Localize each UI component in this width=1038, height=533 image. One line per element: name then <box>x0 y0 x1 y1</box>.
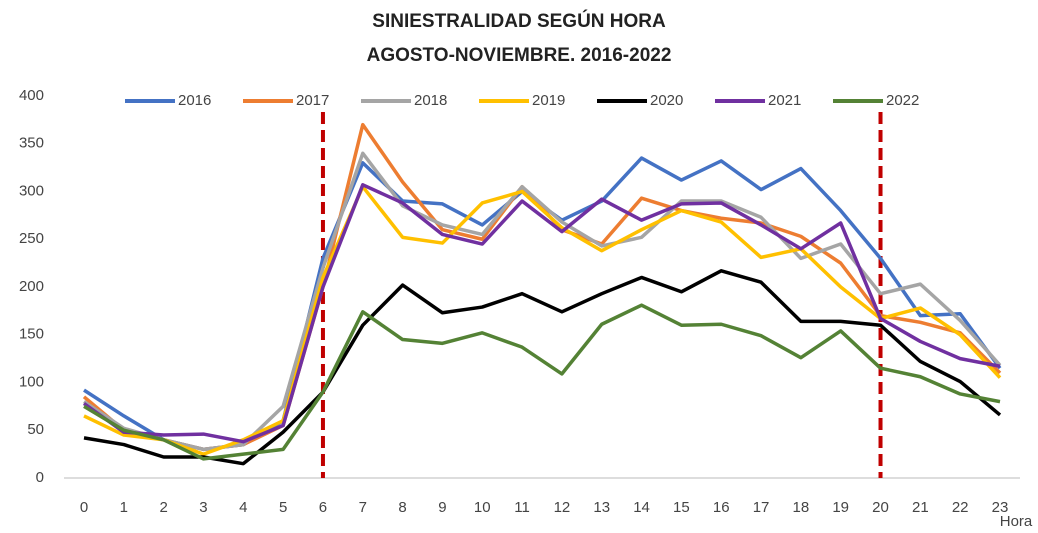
x-tick-label: 0 <box>80 499 88 516</box>
chart-title: SINIESTRALIDAD SEGÚN HORA <box>372 10 666 32</box>
legend-label: 2016 <box>178 92 211 109</box>
x-tick-label: 6 <box>319 499 327 516</box>
series-line <box>83 269 1002 466</box>
y-tick-label: 250 <box>19 230 44 247</box>
x-tick-label: 8 <box>398 499 406 516</box>
x-tick-label: 23 <box>992 499 1009 516</box>
y-tick-label: 150 <box>19 326 44 343</box>
series-line <box>83 151 1002 452</box>
x-axis-label: Hora <box>1000 513 1033 530</box>
x-tick-label: 4 <box>239 499 247 516</box>
x-tick-label: 3 <box>199 499 207 516</box>
legend-label: 2018 <box>414 92 447 109</box>
legend-label: 2022 <box>886 92 919 109</box>
x-tick-label: 2 <box>159 499 167 516</box>
y-tick-label: 350 <box>19 135 44 152</box>
x-tick-label: 21 <box>912 499 929 516</box>
x-tick-label: 14 <box>633 499 650 516</box>
x-tick-label: 12 <box>554 499 571 516</box>
legend-label: 2017 <box>296 92 329 109</box>
x-tick-label: 18 <box>793 499 810 516</box>
x-tick-label: 22 <box>952 499 969 516</box>
x-tick-label: 9 <box>438 499 446 516</box>
x-tick-label: 5 <box>279 499 287 516</box>
x-tick-label: 7 <box>359 499 367 516</box>
y-tick-label: 300 <box>19 182 44 199</box>
x-tick-label: 11 <box>514 499 530 516</box>
legend-label: 2020 <box>650 92 683 109</box>
series-line <box>82 183 1001 444</box>
x-tick-label: 15 <box>673 499 690 516</box>
x-tick-label: 20 <box>872 499 889 516</box>
series-line <box>83 303 1001 461</box>
series-line <box>82 122 1002 452</box>
x-tick-label: 19 <box>832 499 849 516</box>
y-tick-label: 100 <box>19 373 44 390</box>
x-tick-label: 10 <box>474 499 491 516</box>
legend-label: 2019 <box>532 92 565 109</box>
x-tick-label: 1 <box>120 499 128 516</box>
x-tick-label: 17 <box>753 499 770 516</box>
y-tick-label: 200 <box>19 278 44 295</box>
y-tick-label: 400 <box>19 87 44 104</box>
y-tick-label: 50 <box>27 421 44 438</box>
chart-subtitle: AGOSTO-NOVIEMBRE. 2016-2022 <box>367 45 672 66</box>
series-line <box>83 184 1002 456</box>
x-tick-label: 16 <box>713 499 730 516</box>
legend-label: 2021 <box>768 92 801 109</box>
x-tick-label: 13 <box>593 499 610 516</box>
y-tick-label: 0 <box>36 469 44 486</box>
